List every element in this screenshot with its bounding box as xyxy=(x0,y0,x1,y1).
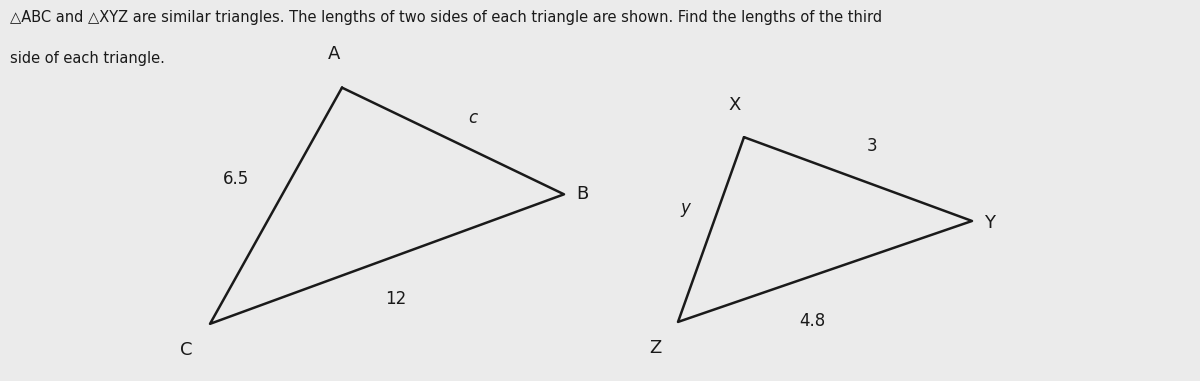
Text: B: B xyxy=(576,185,588,203)
Text: 6.5: 6.5 xyxy=(223,170,250,188)
Text: 3: 3 xyxy=(866,136,877,155)
Text: side of each triangle.: side of each triangle. xyxy=(10,51,164,66)
Text: C: C xyxy=(180,341,192,359)
Text: X: X xyxy=(728,96,740,114)
Text: △ABC and △XYZ are similar triangles. The lengths of two sides of each triangle a: △ABC and △XYZ are similar triangles. The… xyxy=(10,10,882,24)
Text: 12: 12 xyxy=(385,290,407,307)
Text: A: A xyxy=(328,45,340,63)
Text: 4.8: 4.8 xyxy=(799,312,826,330)
Text: Y: Y xyxy=(984,214,995,232)
Text: y: y xyxy=(680,199,690,217)
Text: Z: Z xyxy=(649,339,661,357)
Text: c: c xyxy=(468,109,478,127)
